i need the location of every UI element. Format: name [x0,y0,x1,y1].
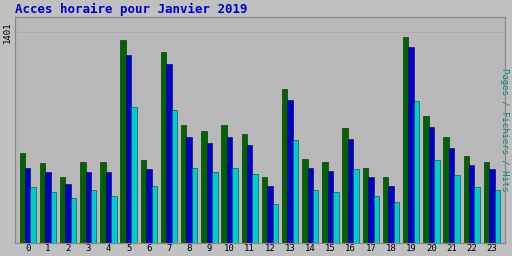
Bar [221,125,227,243]
Bar [262,177,267,243]
Bar [328,170,333,243]
Bar [80,162,86,243]
Bar [120,40,126,243]
Bar [161,52,166,243]
Bar [126,55,131,243]
Bar [111,196,117,243]
Bar [313,190,318,243]
Bar [282,89,287,243]
Bar [374,196,379,243]
Bar [166,64,172,243]
Bar [394,202,399,243]
Bar [353,169,359,243]
Bar [91,190,96,243]
Bar [172,110,177,243]
Bar [242,134,247,243]
Bar [475,187,480,243]
Bar [146,169,152,243]
Bar [51,192,56,243]
Bar [403,37,409,243]
Bar [71,198,76,243]
Bar [409,47,414,243]
Bar [368,177,374,243]
Bar [25,168,30,243]
Bar [252,174,258,243]
Bar [60,177,66,243]
Bar [388,186,394,243]
Bar [105,172,111,243]
Bar [423,116,429,243]
Bar [469,165,475,243]
Bar [45,172,51,243]
Bar [186,137,192,243]
Text: Acces horaire pour Janvier 2019: Acces horaire pour Janvier 2019 [14,3,247,16]
Bar [383,177,388,243]
Bar [333,192,338,243]
Bar [308,168,313,243]
Bar [181,125,186,243]
Bar [429,127,434,243]
Bar [454,175,460,243]
Bar [227,137,232,243]
Bar [30,187,36,243]
Bar [267,186,272,243]
Bar [362,168,368,243]
Bar [247,145,252,243]
Bar [272,204,278,243]
Bar [131,107,137,243]
Bar [201,131,207,243]
Bar [293,141,298,243]
Bar [463,155,469,243]
Bar [495,190,500,243]
Bar [302,158,308,243]
Bar [141,160,146,243]
Bar [86,172,91,243]
Y-axis label: Pages / Fichiers / Hits: Pages / Fichiers / Hits [500,68,509,192]
Bar [287,100,293,243]
Bar [449,148,454,243]
Bar [192,168,197,243]
Bar [100,162,105,243]
Bar [19,153,25,243]
Bar [484,162,489,243]
Bar [152,186,157,243]
Bar [66,184,71,243]
Bar [414,101,419,243]
Bar [232,168,238,243]
Bar [207,143,212,243]
Bar [443,137,449,243]
Bar [434,160,440,243]
Bar [40,163,45,243]
Bar [489,169,495,243]
Bar [322,162,328,243]
Bar [212,172,218,243]
Bar [343,129,348,243]
Bar [348,139,353,243]
